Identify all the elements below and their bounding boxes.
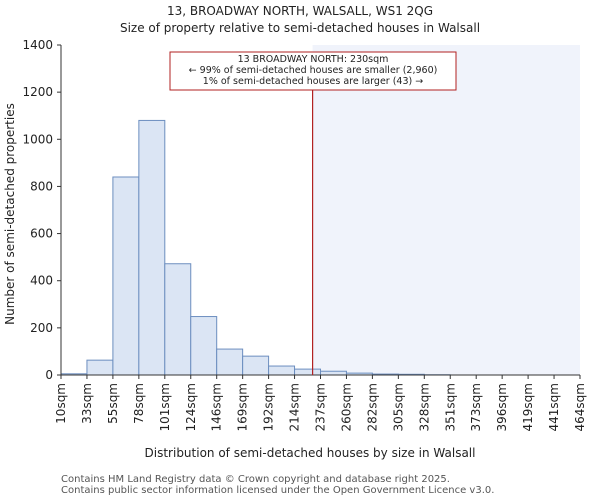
- chart-subtitle: Size of property relative to semi-detach…: [119, 21, 481, 35]
- y-tick-label: 1000: [22, 132, 53, 146]
- x-tick-label: 78sqm: [132, 383, 146, 424]
- x-tick-label: 169sqm: [236, 383, 250, 431]
- x-tick-label: 419sqm: [521, 383, 535, 431]
- y-tick-label: 1200: [22, 85, 53, 99]
- x-tick-label: 396sqm: [495, 383, 509, 431]
- x-tick-label: 464sqm: [573, 383, 587, 431]
- x-tick-label: 55sqm: [106, 383, 120, 424]
- x-tick-label: 192sqm: [262, 383, 276, 431]
- histogram-bar: [294, 368, 321, 376]
- histogram-bar: [164, 263, 192, 376]
- histogram-bar: [242, 355, 270, 376]
- marker-annotation-line2: ← 99% of semi-detached houses are smalle…: [189, 65, 438, 76]
- histogram-bar: [320, 370, 347, 376]
- x-tick-label: 10sqm: [54, 383, 68, 424]
- y-tick-label: 0: [45, 368, 53, 382]
- y-axis-label: Number of semi-detached properties: [3, 103, 17, 325]
- x-tick-label: 282sqm: [365, 383, 379, 431]
- chart-title: 13, BROADWAY NORTH, WALSALL, WS1 2QG: [166, 4, 434, 18]
- y-tick-label: 800: [30, 179, 53, 193]
- x-tick-label: 124sqm: [184, 383, 198, 431]
- y-tick-label: 1400: [22, 38, 53, 52]
- marker-annotation-line3: 1% of semi-detached houses are larger (4…: [203, 76, 423, 87]
- histogram-bar: [86, 359, 114, 376]
- x-tick-label: 146sqm: [210, 383, 224, 431]
- x-tick-label: 214sqm: [288, 383, 302, 431]
- x-axis-label: Distribution of semi-detached houses by …: [145, 446, 476, 460]
- x-tick-label: 33sqm: [80, 383, 94, 424]
- histogram-bar: [190, 316, 218, 376]
- histogram-bar: [216, 348, 244, 376]
- y-tick-label: 400: [30, 274, 53, 288]
- y-tick-label: 200: [30, 321, 53, 335]
- x-tick-label: 101sqm: [158, 383, 172, 431]
- x-tick-label: 328sqm: [417, 383, 431, 431]
- marker-annotation-box: [169, 51, 457, 91]
- histogram-bar: [112, 176, 140, 376]
- histogram-bar: [268, 365, 296, 376]
- x-tick-label: 441sqm: [547, 383, 561, 431]
- y-tick-label: 600: [30, 227, 53, 241]
- x-tick-label: 237sqm: [314, 383, 328, 431]
- x-tick-label: 351sqm: [443, 383, 457, 431]
- footer-attribution-1: Contains HM Land Registry data © Crown c…: [61, 474, 450, 485]
- footer-attribution-2: Contains public sector information licen…: [61, 485, 495, 496]
- larger-region-shade: [312, 45, 580, 375]
- histogram-bar: [138, 119, 166, 376]
- x-tick-label: 305sqm: [391, 383, 405, 431]
- x-tick-label: 260sqm: [339, 383, 353, 431]
- x-tick-label: 373sqm: [469, 383, 483, 431]
- marker-annotation-line1: 13 BROADWAY NORTH: 230sqm: [238, 54, 389, 65]
